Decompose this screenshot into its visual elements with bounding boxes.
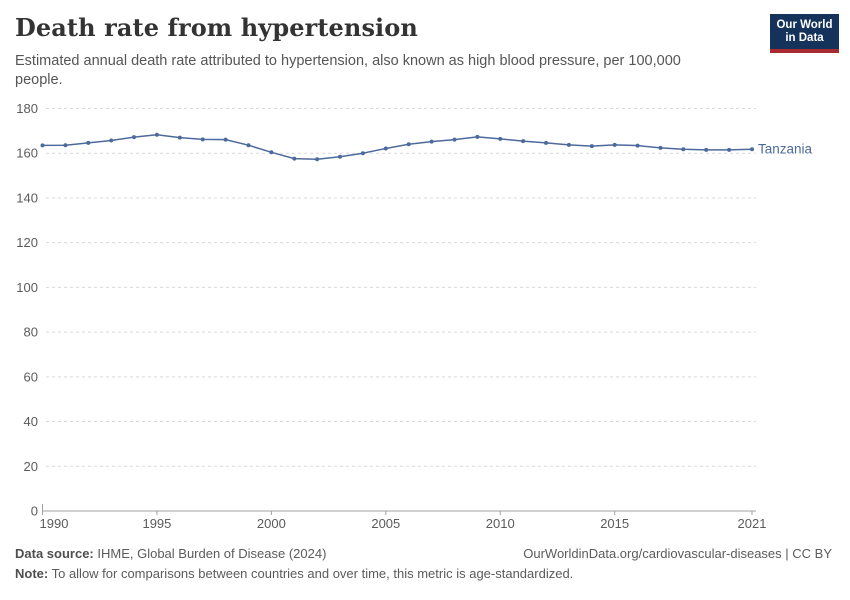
y-tick-label: 140 xyxy=(16,190,38,205)
y-tick-label: 40 xyxy=(24,414,38,429)
data-point[interactable] xyxy=(544,140,548,145)
data-point[interactable] xyxy=(589,144,594,149)
y-tick-label: 20 xyxy=(24,459,38,474)
data-point[interactable] xyxy=(154,132,159,137)
logo-line1: Our World xyxy=(776,19,833,31)
data-point[interactable] xyxy=(429,139,434,144)
owid-logo[interactable]: Our World in Data xyxy=(770,14,839,53)
data-point[interactable] xyxy=(658,145,663,150)
data-point[interactable] xyxy=(406,142,411,147)
page-title: Death rate from hypertension xyxy=(15,13,418,42)
footer-note-value: To allow for comparisons between countri… xyxy=(48,566,574,581)
x-tick-label: 2005 xyxy=(371,516,400,531)
data-point[interactable] xyxy=(704,147,709,152)
data-point[interactable] xyxy=(498,136,503,141)
data-point[interactable] xyxy=(269,150,274,155)
y-tick-label: 60 xyxy=(24,369,38,384)
data-point[interactable] xyxy=(612,142,617,147)
data-point[interactable] xyxy=(315,157,320,162)
data-point[interactable] xyxy=(475,134,480,139)
data-point[interactable] xyxy=(360,151,365,156)
data-point[interactable] xyxy=(292,156,297,161)
data-point[interactable] xyxy=(635,143,640,148)
data-point[interactable] xyxy=(681,147,686,152)
data-point[interactable] xyxy=(63,143,68,148)
data-point[interactable] xyxy=(383,146,388,151)
data-point[interactable] xyxy=(177,135,182,140)
y-tick-label: 0 xyxy=(31,504,38,519)
footer-link[interactable]: OurWorldinData.org/cardiovascular-diseas… xyxy=(523,546,832,561)
footer-note-label: Note: xyxy=(15,566,49,581)
data-point[interactable] xyxy=(338,154,342,159)
x-tick-label: 2015 xyxy=(600,516,629,531)
chart-subtitle: Estimated annual death rate attributed t… xyxy=(15,53,681,88)
data-point[interactable] xyxy=(566,142,571,147)
data-point[interactable] xyxy=(750,147,754,152)
data-point[interactable] xyxy=(452,137,457,142)
x-tick-label: 1990 xyxy=(40,516,69,531)
data-source: Data source: IHME, Global Burden of Dise… xyxy=(15,544,326,564)
y-tick-label: 180 xyxy=(16,101,38,116)
chart-footer: Data source: IHME, Global Burden of Dise… xyxy=(15,544,832,584)
data-source-value: IHME, Global Burden of Disease (2024) xyxy=(93,546,327,561)
footer-note: Note: To allow for comparisons between c… xyxy=(15,564,832,584)
data-point[interactable] xyxy=(223,137,228,142)
logo-line2: in Data xyxy=(785,32,824,44)
x-tick-label: 2010 xyxy=(486,516,515,531)
data-point[interactable] xyxy=(86,140,91,145)
data-point[interactable] xyxy=(109,138,114,143)
y-tick-label: 160 xyxy=(16,146,38,161)
x-tick-label: 2021 xyxy=(738,516,767,531)
data-point[interactable] xyxy=(521,139,526,144)
data-point[interactable] xyxy=(132,135,136,140)
x-tick-label: 2000 xyxy=(257,516,286,531)
series-label-tanzania: Tanzania xyxy=(758,142,813,157)
data-source-label: Data source: xyxy=(15,546,94,561)
data-point[interactable] xyxy=(200,137,205,142)
y-tick-label: 80 xyxy=(24,325,38,340)
y-tick-label: 100 xyxy=(16,280,38,295)
x-tick-label: 1995 xyxy=(142,516,171,531)
data-point[interactable] xyxy=(246,143,251,148)
data-point[interactable] xyxy=(40,143,45,148)
data-line-tanzania[interactable] xyxy=(42,133,753,161)
data-point[interactable] xyxy=(727,147,732,152)
y-tick-label: 120 xyxy=(16,235,38,250)
